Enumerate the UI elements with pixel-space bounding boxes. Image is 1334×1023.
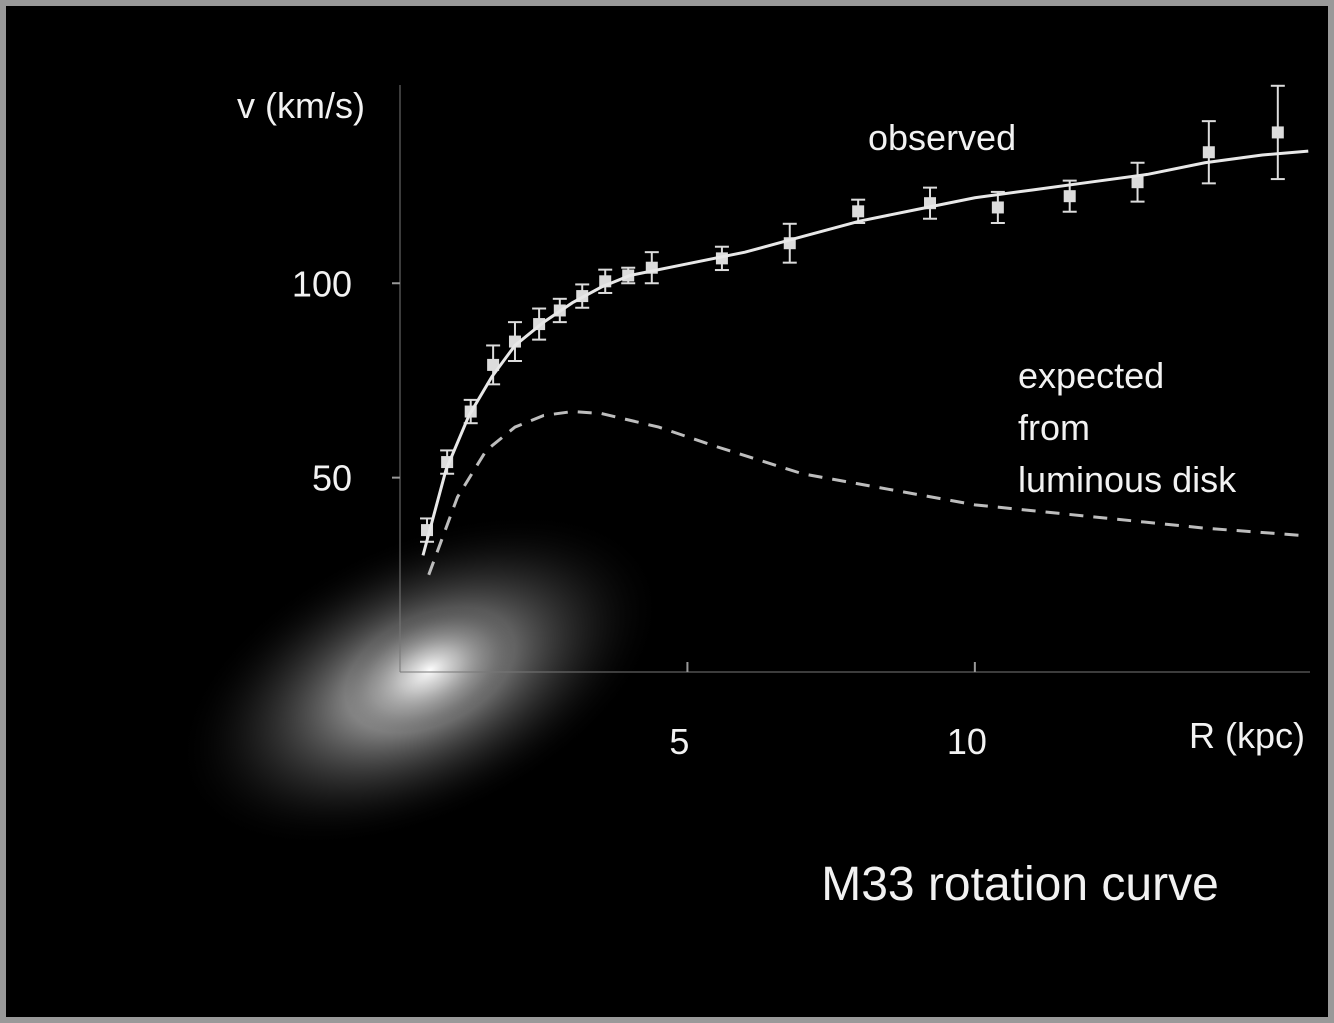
dashed-curve	[427, 410, 1309, 576]
series-label-line: from	[1018, 407, 1090, 448]
point	[1202, 146, 1215, 159]
point	[1131, 176, 1144, 189]
point	[508, 335, 521, 348]
y-tick-label: 100	[292, 263, 352, 304]
fit-curve	[421, 149, 1309, 556]
series-label: expected from luminous disk	[1018, 355, 1237, 500]
x-tick-label: 5	[669, 721, 689, 762]
point	[991, 201, 1004, 214]
galaxy-core	[345, 607, 515, 733]
series-label-line: expected	[1018, 355, 1164, 396]
chart-title: M33 rotation curve	[821, 858, 1219, 911]
point	[1063, 190, 1076, 203]
x-tick-label: 10	[947, 721, 987, 762]
series-label: observed	[868, 117, 1016, 158]
plot: 50 100 5 10 observed expected from luminous dis…	[292, 84, 1310, 762]
point	[1271, 126, 1284, 139]
x-axis-label: R (kpc)	[1189, 715, 1305, 756]
point	[487, 358, 500, 371]
series-label-line: luminous disk	[1018, 459, 1237, 500]
y-tick-label: 50	[312, 458, 352, 499]
y-axis-label: v (km/s)	[237, 85, 365, 126]
point	[852, 205, 865, 218]
